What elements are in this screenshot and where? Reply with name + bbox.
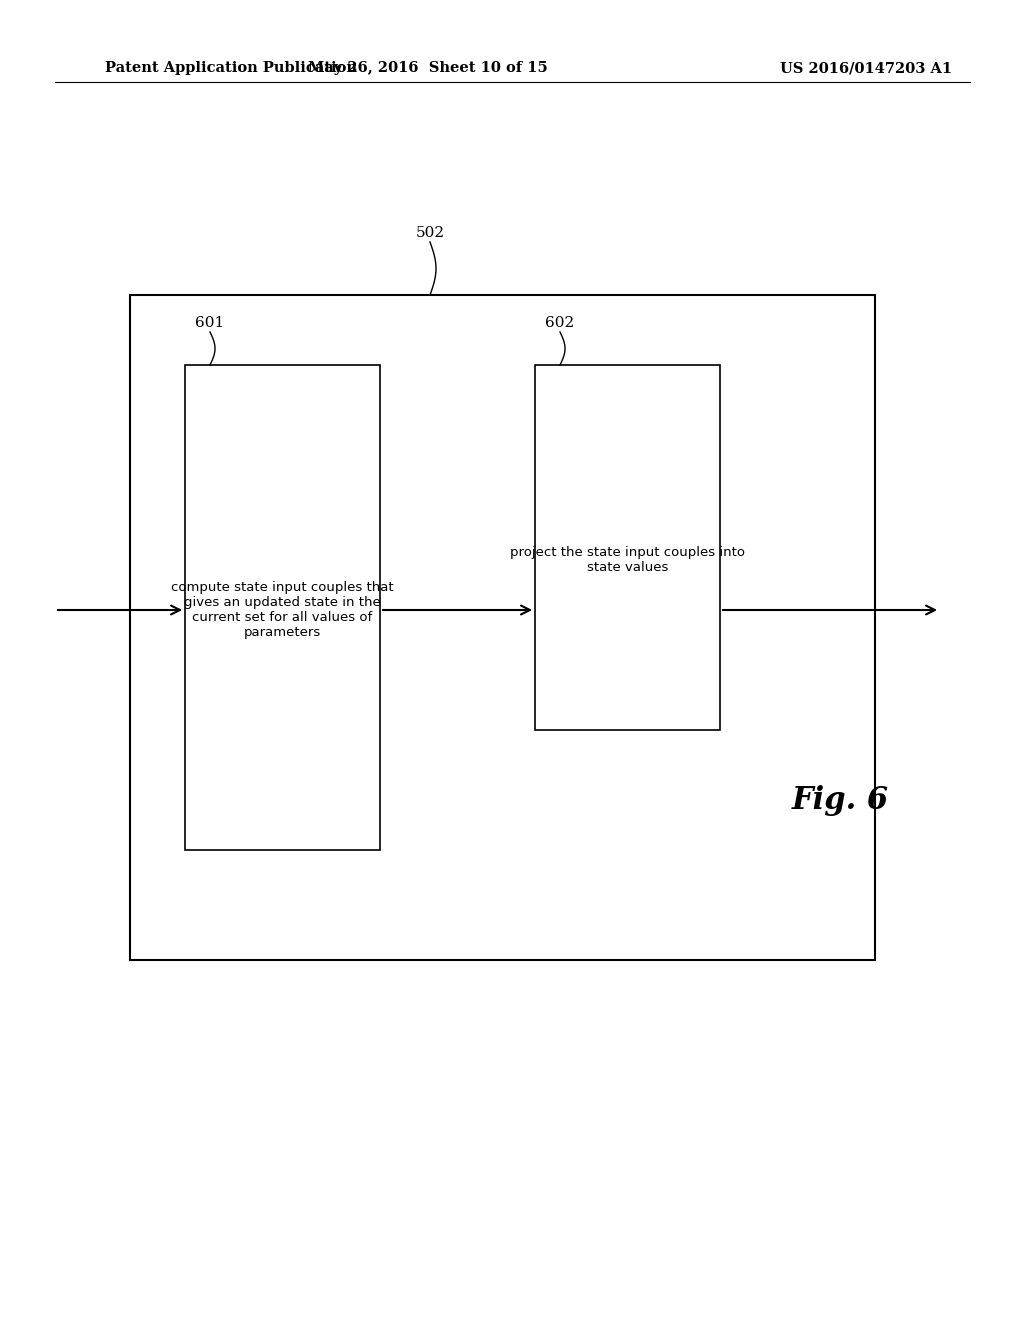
Text: 502: 502 <box>416 226 444 240</box>
Text: May 26, 2016  Sheet 10 of 15: May 26, 2016 Sheet 10 of 15 <box>308 61 548 75</box>
Text: Patent Application Publication: Patent Application Publication <box>105 61 357 75</box>
Bar <box>185 366 380 850</box>
Text: Fig. 6: Fig. 6 <box>792 784 889 816</box>
Text: US 2016/0147203 A1: US 2016/0147203 A1 <box>780 61 952 75</box>
Bar <box>535 366 720 730</box>
Text: 602: 602 <box>546 315 574 330</box>
Bar <box>130 294 874 960</box>
Text: compute state input couples that
gives an updated state in the
current set for a: compute state input couples that gives a… <box>171 581 394 639</box>
Text: 601: 601 <box>196 315 224 330</box>
Text: project the state input couples into
state values: project the state input couples into sta… <box>510 546 745 574</box>
